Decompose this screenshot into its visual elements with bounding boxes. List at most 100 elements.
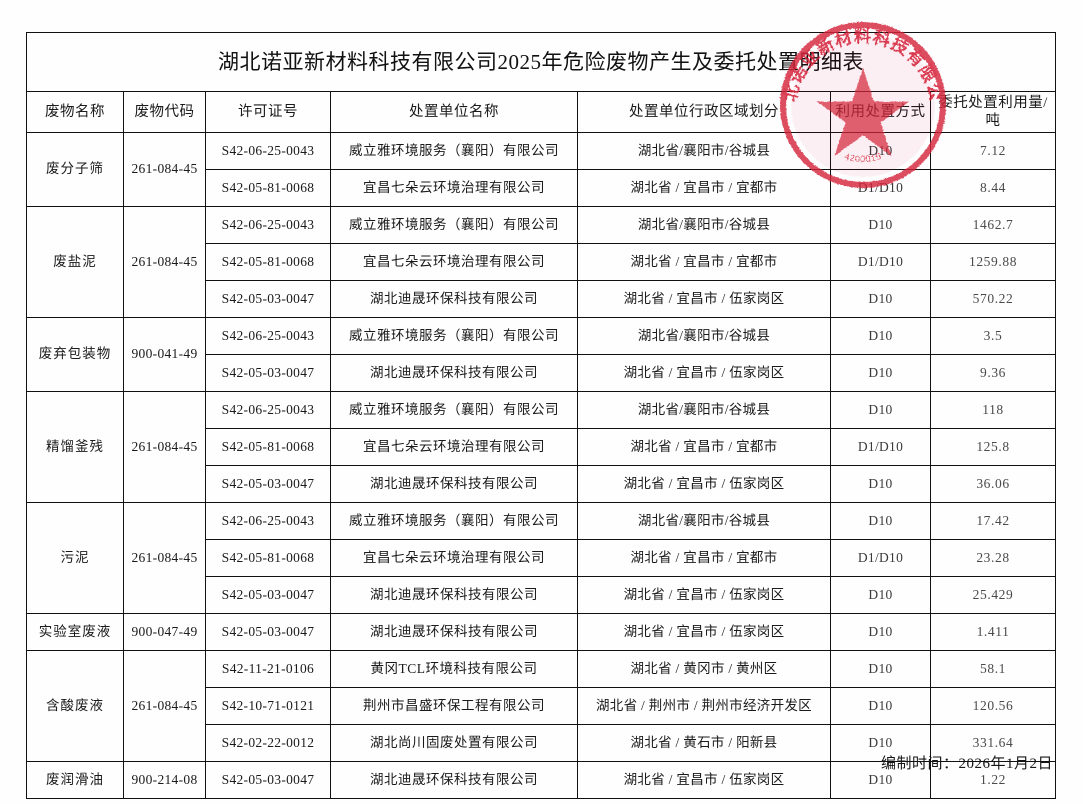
disposal-method-cell: D10	[830, 280, 931, 318]
disposal-unit-cell: 威立雅环境服务（襄阳）有限公司	[330, 132, 578, 170]
disposal-method-cell: D10	[830, 465, 931, 503]
waste-code-cell: 900-041-49	[123, 317, 206, 392]
region-cell: 湖北省 / 宜昌市 / 宜都市	[577, 169, 831, 207]
disposal-unit-cell: 荆州市昌盛环保工程有限公司	[330, 687, 578, 725]
quantity-cell: 17.42	[929, 502, 1057, 540]
quantity-cell: 7.12	[929, 132, 1057, 170]
region-cell: 湖北省 / 宜昌市 / 宜都市	[577, 428, 831, 466]
quantity-cell: 120.56	[929, 687, 1057, 725]
table-row: 废分子筛 261-084-45 S42-06-25-0043 威立雅环境服务（襄阳）有…	[26, 132, 1057, 207]
column-header-row: 废物名称 废物代码 许可证号 处置单位名称 处置单位行政区域划分 利用处置方式 委托处置利用…	[26, 91, 1057, 133]
region-cell: 湖北省 / 宜昌市 / 伍家岗区	[577, 354, 831, 392]
waste-code-cell: 900-047-49	[123, 613, 206, 651]
disposal-unit-cell: 湖北迪晟环保科技有限公司	[330, 613, 578, 651]
quantity-cell: 331.64	[929, 724, 1057, 762]
license-number-cell: S42-05-03-0047	[205, 280, 331, 318]
quantity-cell: 8.44	[929, 169, 1057, 207]
license-number-cell: S42-05-81-0068	[205, 428, 331, 466]
quantity-cell: 570.22	[929, 280, 1057, 318]
table-row: 废润滑油 900-214-08 S42-05-03-0047 湖北迪晟环保科技有限公司…	[26, 761, 1057, 799]
quantity-cell: 118	[929, 391, 1057, 429]
disposal-method-cell: D10	[830, 687, 931, 725]
region-cell: 湖北省 / 黄冈市 / 黄州区	[577, 650, 831, 688]
waste-code-cell: 261-084-45	[123, 132, 206, 207]
waste-code-cell: 900-214-08	[123, 761, 206, 799]
column-header-6: 利用处置方式	[830, 91, 931, 133]
table-row: S42-02-22-0012 湖北尚川固废处置有限公司 湖北省 / 黄石市 / 阳新…	[27, 724, 1057, 762]
license-number-cell: S42-05-81-0068	[205, 539, 331, 577]
waste-code-cell: 261-084-45	[123, 391, 206, 503]
disposal-unit-cell: 威立雅环境服务（襄阳）有限公司	[330, 206, 578, 244]
region-cell: 湖北省 / 宜昌市 / 宜都市	[577, 243, 831, 281]
waste-name-cell: 实验室废液	[26, 613, 124, 651]
region-cell: 湖北省/襄阳市/谷城县	[577, 132, 831, 170]
waste-name-cell: 废润滑油	[26, 761, 124, 799]
region-cell: 湖北省 / 宜昌市 / 伍家岗区	[577, 576, 831, 614]
waste-code-cell: 261-084-45	[123, 502, 206, 614]
license-number-cell: S42-05-03-0047	[205, 613, 331, 651]
title-row: 湖北诺亚新材料科技有限公司2025年危险废物产生及委托处置明细表	[25, 32, 1057, 92]
disposal-unit-cell: 湖北迪晟环保科技有限公司	[330, 761, 578, 799]
license-number-cell: S42-02-22-0012	[205, 724, 331, 762]
table-row: S42-05-03-0047 湖北迪晟环保科技有限公司 湖北省 / 宜昌市 / 伍家…	[27, 465, 1057, 503]
license-number-cell: S42-05-03-0047	[205, 576, 331, 614]
license-number-cell: S42-05-03-0047	[205, 761, 331, 799]
region-cell: 湖北省 / 荆州市 / 荆州市经济开发区	[577, 687, 831, 725]
disposal-method-cell: D10	[830, 650, 931, 688]
table-row: S42-05-81-0068 宜昌七朵云环境治理有限公司 湖北省 / 宜昌市 / 宜…	[27, 243, 1057, 281]
disposal-method-cell: D1/D10	[830, 539, 931, 577]
quantity-cell: 25.429	[929, 576, 1057, 614]
disposal-unit-cell: 宜昌七朵云环境治理有限公司	[330, 169, 578, 207]
table-row: S42-05-03-0047 湖北迪晟环保科技有限公司 湖北省 / 宜昌市 / 伍家…	[27, 354, 1057, 392]
disposal-method-cell: D10	[830, 354, 931, 392]
table-row: 废盐泥 261-084-45 S42-06-25-0043 威立雅环境服务（襄阳）有限…	[26, 206, 1057, 318]
disposal-method-cell: D10	[830, 576, 931, 614]
quantity-cell: 1259.88	[929, 243, 1057, 281]
page-title: 湖北诺亚新材料科技有限公司2025年危险废物产生及委托处置明细表	[25, 32, 1057, 92]
disposal-method-cell: D1/D10	[830, 169, 931, 207]
disposal-method-cell: D10	[830, 206, 931, 244]
quantity-cell: 1.22	[929, 761, 1057, 799]
disposal-unit-cell: 宜昌七朵云环境治理有限公司	[330, 243, 578, 281]
waste-name-cell: 废盐泥	[26, 206, 124, 318]
region-cell: 湖北省/襄阳市/谷城县	[577, 317, 831, 355]
column-header-3: 许可证号	[205, 91, 331, 133]
column-header-4: 处置单位名称	[330, 91, 578, 133]
table-row: S42-05-81-0068 宜昌七朵云环境治理有限公司 湖北省 / 宜昌市 / 宜…	[27, 428, 1057, 466]
license-number-cell: S42-06-25-0043	[205, 206, 331, 244]
quantity-cell: 1462.7	[929, 206, 1057, 244]
column-header-2: 废物代码	[123, 91, 206, 133]
disposal-unit-cell: 宜昌七朵云环境治理有限公司	[330, 539, 578, 577]
quantity-cell: 36.06	[929, 465, 1057, 503]
table-body: 废分子筛 261-084-45 S42-06-25-0043 威立雅环境服务（襄阳）有…	[26, 132, 1057, 799]
disposal-unit-cell: 黄冈TCL环境科技有限公司	[330, 650, 578, 688]
disposal-method-cell: D1/D10	[830, 428, 931, 466]
quantity-cell: 9.36	[929, 354, 1057, 392]
disposal-method-cell: D10	[830, 613, 931, 651]
license-number-cell: S42-05-03-0047	[205, 354, 331, 392]
region-cell: 湖北省/襄阳市/谷城县	[577, 391, 831, 429]
license-number-cell: S42-06-25-0043	[205, 391, 331, 429]
region-cell: 湖北省/襄阳市/谷城县	[577, 502, 831, 540]
waste-disposal-table: 湖北诺亚新材料科技有限公司2025年危险废物产生及委托处置明细表 废物名称 废物代…	[25, 32, 1057, 799]
region-cell: 湖北省/襄阳市/谷城县	[577, 206, 831, 244]
disposal-method-cell: D10	[830, 317, 931, 355]
license-number-cell: S42-06-25-0043	[205, 132, 331, 170]
waste-name-cell: 废分子筛	[26, 132, 124, 207]
waste-name-cell: 废弃包装物	[26, 317, 124, 392]
table-row: 废弃包装物 900-041-49 S42-06-25-0043 威立雅环境服务（襄阳）…	[26, 317, 1057, 392]
region-cell: 湖北省 / 宜昌市 / 伍家岗区	[577, 280, 831, 318]
quantity-cell: 1.411	[929, 613, 1057, 651]
disposal-unit-cell: 湖北迪晟环保科技有限公司	[330, 576, 578, 614]
region-cell: 湖北省 / 宜昌市 / 伍家岗区	[577, 465, 831, 503]
disposal-unit-cell: 威立雅环境服务（襄阳）有限公司	[330, 317, 578, 355]
license-number-cell: S42-06-25-0043	[205, 317, 331, 355]
waste-name-cell: 精馏釜残	[26, 391, 124, 503]
disposal-unit-cell: 湖北迪晟环保科技有限公司	[330, 280, 578, 318]
region-cell: 湖北省 / 黄石市 / 阳新县	[577, 724, 831, 762]
quantity-cell: 23.28	[929, 539, 1057, 577]
column-header-1: 废物名称	[26, 91, 124, 133]
disposal-unit-cell: 宜昌七朵云环境治理有限公司	[330, 428, 578, 466]
disposal-unit-cell: 威立雅环境服务（襄阳）有限公司	[330, 391, 578, 429]
